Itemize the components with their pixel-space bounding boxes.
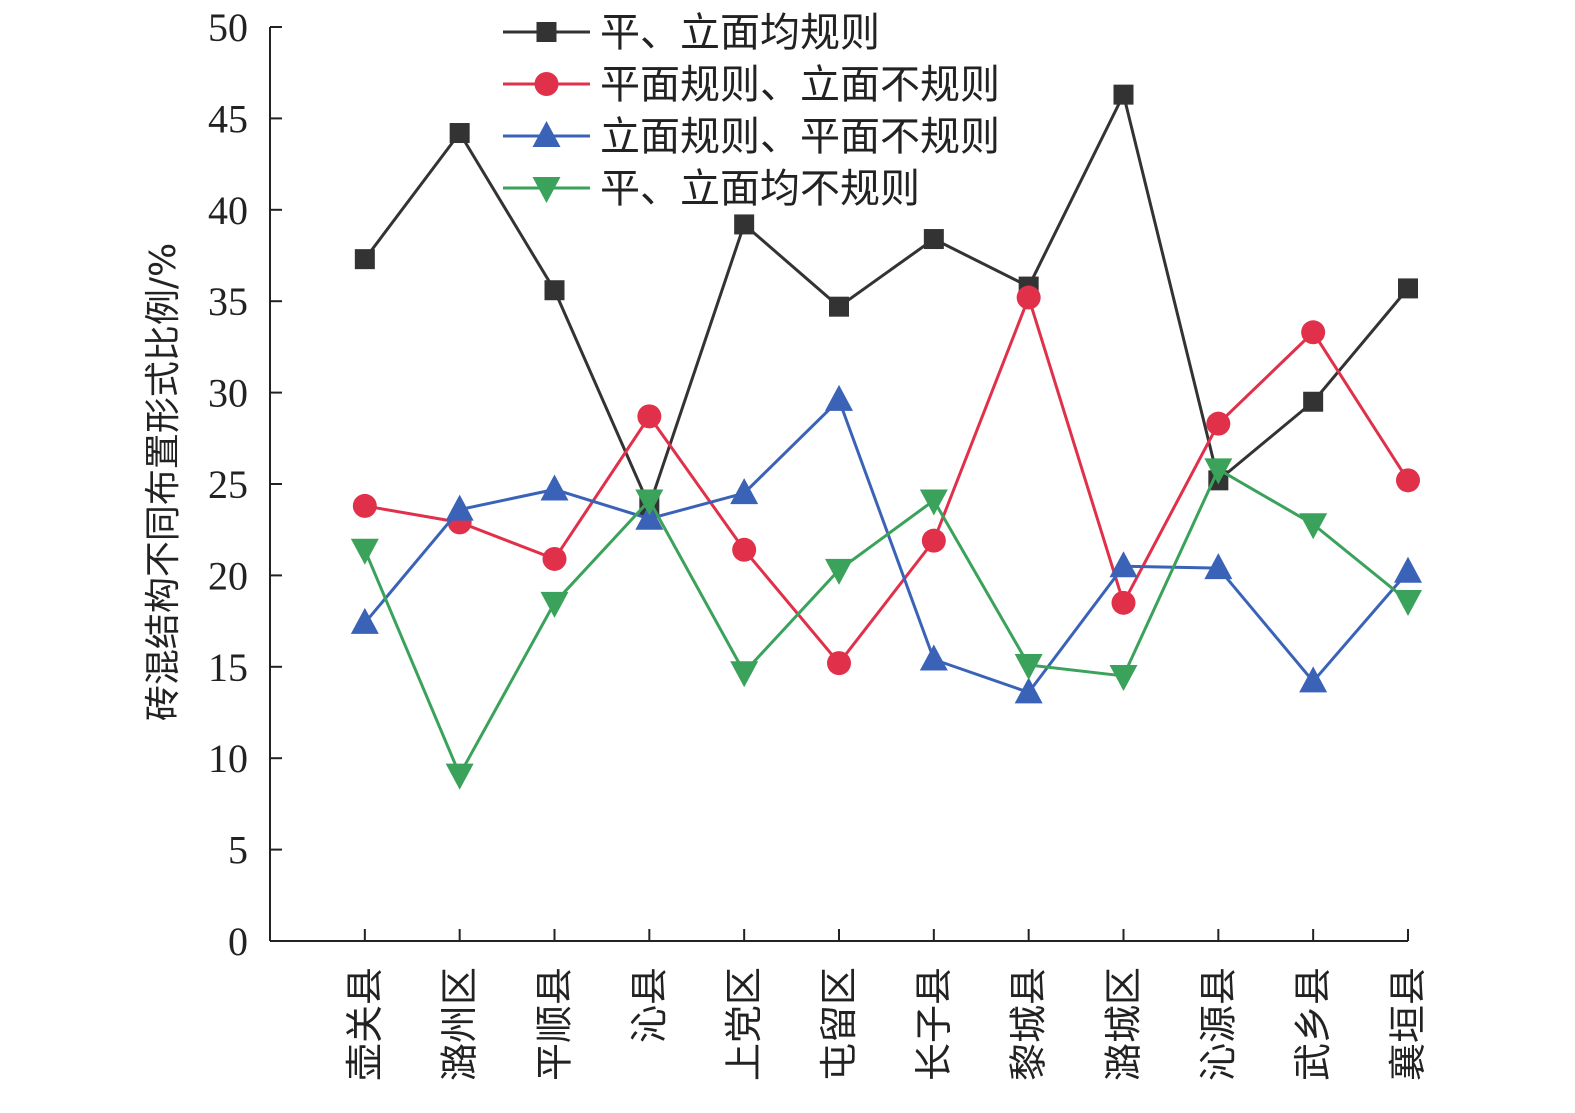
data-point — [732, 537, 757, 562]
x-tick-label: 潞城区 — [1102, 967, 1146, 1081]
data-point — [919, 644, 948, 671]
data-point — [921, 528, 946, 553]
data-point — [825, 558, 853, 585]
data-point — [445, 763, 474, 790]
data-point — [1014, 653, 1043, 680]
data-point — [1204, 458, 1233, 485]
data-point — [1396, 468, 1420, 493]
data-point — [445, 494, 474, 521]
data-point — [1206, 411, 1231, 436]
data-point — [1109, 551, 1138, 578]
x-tick-label: 沁源县 — [1196, 967, 1240, 1081]
data-point — [1394, 556, 1422, 583]
data-point — [1301, 320, 1326, 345]
x-tick-label: 壶关县 — [343, 967, 387, 1081]
legend-label: 平面规则、立面不规则 — [600, 62, 1000, 108]
axes: 0 5 10 15 20 25 30 35 40 45 50 壶关县 潞州区 平顺县 沁县 上党区 屯留区 长子县… — [208, 5, 1430, 1081]
data-point — [825, 384, 853, 411]
data-point — [449, 123, 470, 144]
data-point — [1303, 391, 1324, 412]
series-line — [363, 397, 1410, 695]
x-tick-label: 长子县 — [912, 967, 956, 1081]
data-point — [1014, 677, 1043, 704]
y-tick-label: 30 — [208, 371, 248, 416]
data-point — [354, 249, 375, 270]
data-point — [350, 538, 379, 565]
x-tick-label: 潞州区 — [438, 967, 482, 1081]
y-tick-label: 35 — [208, 279, 248, 324]
series-line — [363, 90, 1410, 511]
legend-item: 平面规则、立面不规则 — [503, 62, 1000, 108]
y-tick-label: 45 — [208, 96, 248, 141]
data-point — [1109, 664, 1138, 691]
data-point — [542, 546, 567, 571]
x-tick-label: 屯留区 — [817, 967, 861, 1081]
data-point — [350, 607, 379, 634]
data-point — [734, 214, 755, 235]
series-line — [364, 293, 1410, 666]
data-point — [1394, 589, 1422, 616]
x-tick-label: 黎城县 — [1007, 967, 1051, 1081]
data-point — [1398, 278, 1418, 299]
data-point — [1113, 84, 1134, 105]
data-point — [544, 280, 565, 301]
x-tick-label: 武乡县 — [1291, 967, 1335, 1081]
series-line — [363, 467, 1409, 779]
legend-label: 平、立面均规则 — [600, 10, 880, 56]
legend-item: 平、立面均规则 — [503, 10, 880, 56]
data-point — [827, 651, 851, 676]
x-tick-label: 襄垣县 — [1386, 967, 1430, 1081]
data-point — [730, 478, 759, 505]
y-tick-label: 20 — [208, 553, 248, 598]
legend-label: 平、立面均不规则 — [600, 166, 920, 212]
series-layer — [350, 84, 1422, 790]
x-tick-label: 沁县 — [627, 967, 671, 1043]
series-3 — [350, 384, 1422, 704]
data-point — [1299, 513, 1328, 540]
data-point — [730, 661, 759, 688]
data-point — [1204, 553, 1233, 580]
data-point — [540, 474, 569, 501]
data-point — [1111, 590, 1136, 615]
legend-marker — [536, 22, 557, 42]
data-point — [1299, 666, 1328, 693]
data-point — [352, 493, 377, 518]
series-2 — [352, 285, 1420, 676]
y-axis-title: 砖混结构不同布置形式比例/% — [143, 243, 184, 721]
y-tick-label: 50 — [208, 5, 248, 50]
data-point — [635, 503, 664, 530]
legend-label: 立面规则、平面不规则 — [600, 114, 1000, 160]
y-tick-label: 15 — [208, 645, 248, 690]
y-tick-label: 40 — [208, 188, 248, 233]
legend-marker — [532, 121, 561, 147]
y-tick-label: 5 — [228, 828, 248, 873]
series-1 — [354, 84, 1418, 516]
legend-item: 立面规则、平面不规则 — [503, 114, 1000, 160]
series-4 — [350, 458, 1422, 790]
x-tick-label: 上党区 — [722, 967, 766, 1081]
y-tick-label: 0 — [228, 919, 248, 964]
legend-marker — [532, 177, 561, 203]
data-point — [1016, 285, 1041, 310]
data-point — [540, 591, 569, 618]
data-point — [829, 296, 849, 317]
legend-marker — [534, 72, 559, 96]
y-tick-label: 10 — [208, 736, 248, 781]
data-point — [635, 489, 664, 516]
x-tick-label: 平顺县 — [533, 967, 577, 1081]
y-tick-label: 25 — [208, 462, 248, 507]
data-point — [919, 489, 948, 516]
data-point — [637, 404, 662, 429]
legend-item: 平、立面均不规则 — [503, 166, 920, 212]
data-point — [923, 229, 944, 250]
